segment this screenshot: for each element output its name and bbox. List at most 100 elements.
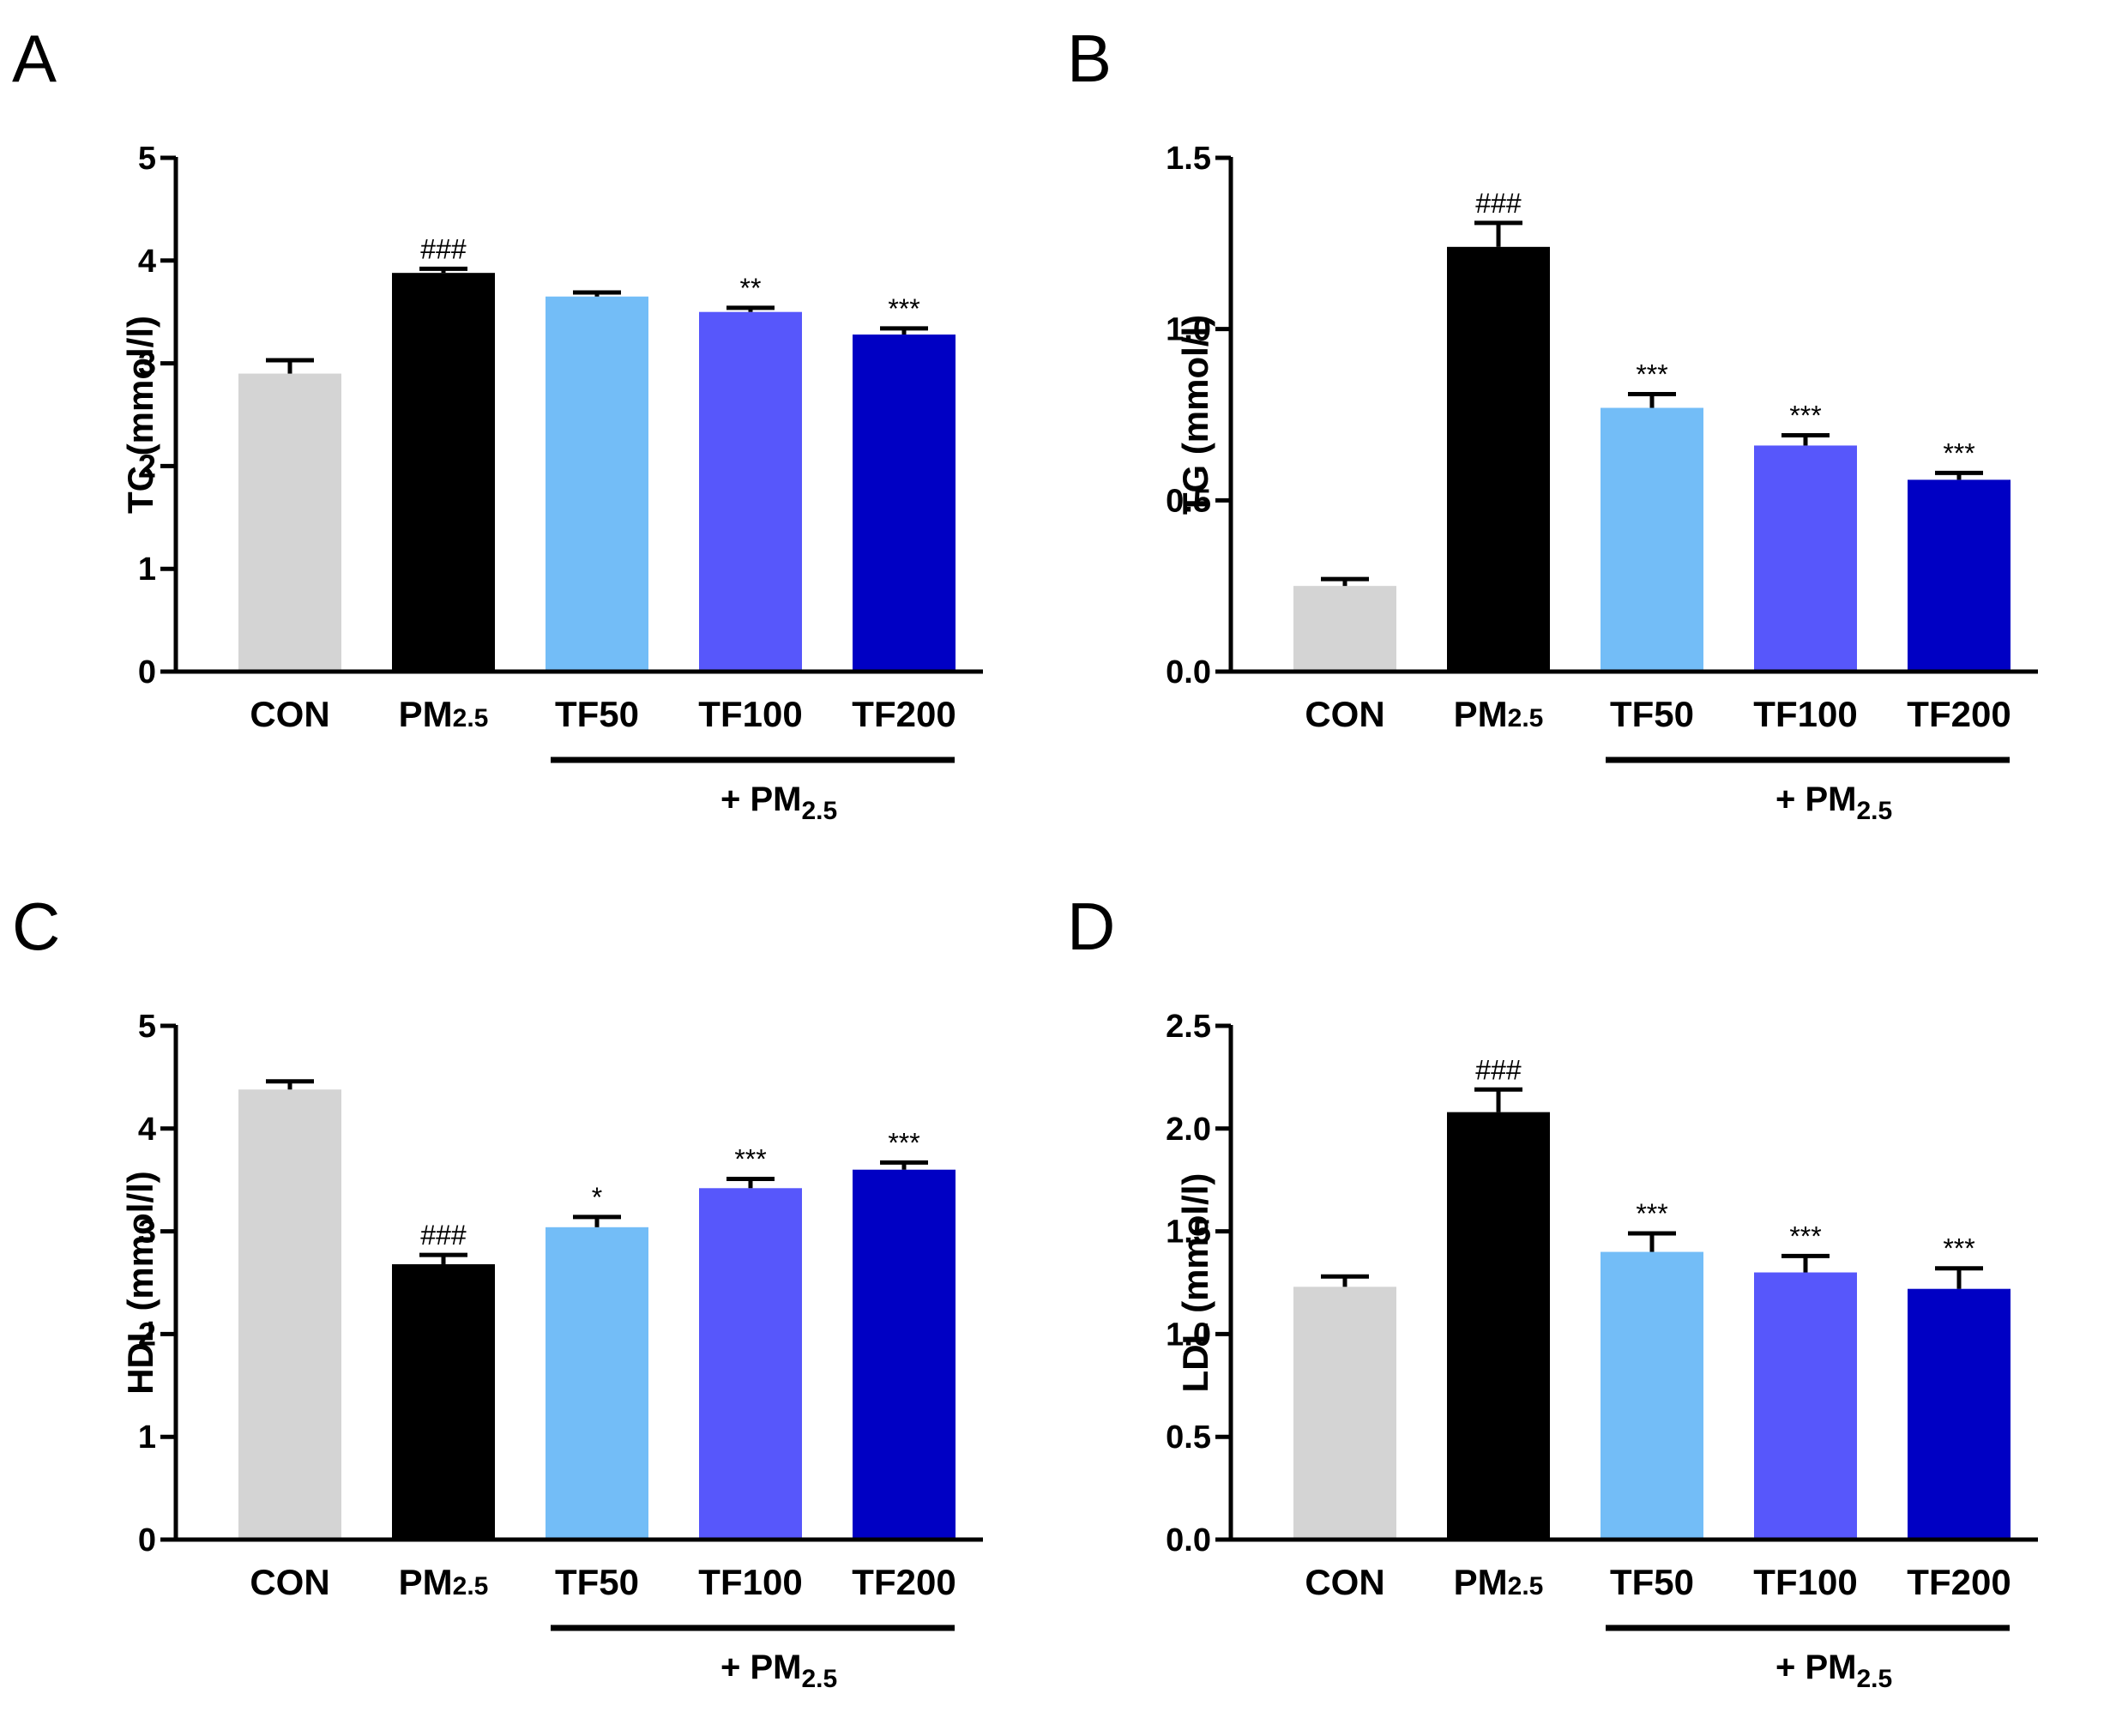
category-label-main: TF100 — [1753, 1562, 1857, 1602]
bar — [392, 1263, 495, 1540]
bar — [546, 296, 648, 672]
y-tick-label: 0.0 — [1166, 1522, 1211, 1558]
panel-letter: A — [12, 21, 57, 96]
category-label: CON — [1305, 1562, 1384, 1602]
y-tick-label: 0.5 — [1166, 1420, 1211, 1456]
bar — [238, 1089, 341, 1540]
y-tick-label: 1 — [138, 552, 156, 588]
y-axis-title: HDL (mmol/l) — [120, 1171, 160, 1395]
group-label-sub: 2.5 — [1856, 797, 1892, 825]
group-label-sub: 2.5 — [801, 797, 837, 825]
group-label-main: + PM — [1775, 781, 1856, 818]
y-tick-label: 3 — [138, 347, 156, 383]
bar — [853, 335, 956, 672]
y-tick-label: 4 — [138, 244, 156, 280]
panel-b: B TG (mmol/l) CON ### PM2.5 *** TF50 *** TF100 **… — [1055, 0, 2110, 868]
significance-mark: ### — [1475, 188, 1522, 219]
y-tick-label: 0.0 — [1166, 654, 1211, 690]
significance-mark: *** — [888, 1127, 919, 1158]
category-label-main: TF100 — [698, 694, 802, 734]
significance-mark: *** — [888, 293, 919, 324]
category-label-sub: 2.5 — [453, 704, 489, 732]
bar — [1601, 1251, 1703, 1540]
bar — [853, 1169, 956, 1540]
chart-tc: ATC (mmol/l)CON###PM2.5 TF50**TF100***TF2… — [12, 21, 983, 825]
bar — [392, 273, 495, 672]
y-tick-label: 1 — [138, 1420, 156, 1456]
category-label-main: TF200 — [852, 694, 956, 734]
significance-mark: ** — [740, 273, 762, 304]
group-label: + PM2.5 — [720, 1649, 837, 1693]
y-tick-label: 1.5 — [1166, 141, 1211, 177]
y-tick-label: 1.0 — [1166, 312, 1211, 348]
y-axis-title: TG (mmol/l) — [1175, 315, 1215, 515]
bar — [1293, 1287, 1396, 1540]
category-label: TF50 — [1610, 1562, 1694, 1602]
panel-a: A TC (mmol/l) CON ### PM2.5 TF50 ** TF100 *** TF2… — [0, 0, 1055, 868]
significance-mark: *** — [734, 1144, 766, 1175]
group-label-sub: 2.5 — [1856, 1665, 1892, 1693]
category-label: TF50 — [555, 694, 639, 734]
category-label-main: TF50 — [1610, 694, 1694, 734]
bar — [1447, 1112, 1550, 1540]
y-axis-title: LDL (mmol/l) — [1175, 1173, 1215, 1393]
bar — [238, 373, 341, 672]
category-label: TF200 — [852, 1562, 956, 1602]
category-label: TF100 — [1753, 1562, 1857, 1602]
significance-mark: *** — [1789, 1221, 1821, 1251]
panel-d: D LDL (mmol/l) CON ### PM2.5 *** TF50 *** TF100 *… — [1055, 868, 2110, 1736]
category-label-main: TF50 — [555, 1562, 639, 1602]
chart-tg: BTG (mmol/l)CON###PM2.5***TF50***TF100**… — [1067, 21, 2038, 825]
category-label-main: PM — [1454, 694, 1508, 734]
category-label: TF200 — [1907, 1562, 2011, 1602]
bar — [1908, 1288, 2011, 1540]
category-label: PM2.5 — [399, 694, 489, 734]
panel-letter: B — [1067, 21, 1112, 96]
category-label-main: PM — [399, 694, 453, 734]
category-label-main: TF100 — [1753, 694, 1857, 734]
significance-mark: *** — [1943, 437, 1974, 468]
category-label-main: TF50 — [555, 694, 639, 734]
bar — [1754, 1272, 1857, 1540]
category-label-main: CON — [1305, 1562, 1384, 1602]
group-label-main: + PM — [1775, 1649, 1856, 1686]
y-tick-label: 0 — [138, 654, 156, 690]
y-tick-label: 0 — [138, 1522, 156, 1558]
category-label: PM2.5 — [1454, 694, 1544, 734]
category-label-main: TF100 — [698, 1562, 802, 1602]
bar — [699, 311, 802, 672]
y-tick-label: 1.5 — [1166, 1215, 1211, 1251]
significance-mark: *** — [1636, 1198, 1667, 1229]
category-label-main: CON — [250, 1562, 329, 1602]
category-label-main: TF200 — [1907, 1562, 2011, 1602]
y-tick-label: 4 — [138, 1112, 156, 1148]
y-axis-title: TC (mmol/l) — [120, 316, 160, 514]
significance-mark: ### — [420, 1220, 467, 1251]
bar — [1908, 479, 2011, 672]
significance-mark: ### — [1475, 1054, 1522, 1085]
panel-letter: D — [1067, 889, 1115, 964]
bar — [1601, 407, 1703, 672]
bar — [1293, 586, 1396, 672]
category-label: TF50 — [1610, 694, 1694, 734]
category-label: CON — [1305, 694, 1384, 734]
category-label: TF200 — [852, 694, 956, 734]
group-label-main: + PM — [720, 1649, 801, 1686]
y-tick-label: 1.0 — [1166, 1317, 1211, 1353]
category-label: TF50 — [555, 1562, 639, 1602]
category-label-sub: 2.5 — [453, 1572, 489, 1600]
category-label-main: CON — [1305, 694, 1384, 734]
category-label-main: TF200 — [852, 1562, 956, 1602]
category-label-main: TF50 — [1610, 1562, 1694, 1602]
category-label: TF100 — [698, 1562, 802, 1602]
group-label: + PM2.5 — [720, 781, 837, 825]
category-label: CON — [250, 1562, 329, 1602]
category-label: PM2.5 — [399, 1562, 489, 1602]
category-label: TF100 — [1753, 694, 1857, 734]
y-tick-label: 3 — [138, 1215, 156, 1251]
category-label: CON — [250, 694, 329, 734]
group-label: + PM2.5 — [1775, 1649, 1892, 1693]
y-tick-label: 2 — [138, 449, 156, 485]
